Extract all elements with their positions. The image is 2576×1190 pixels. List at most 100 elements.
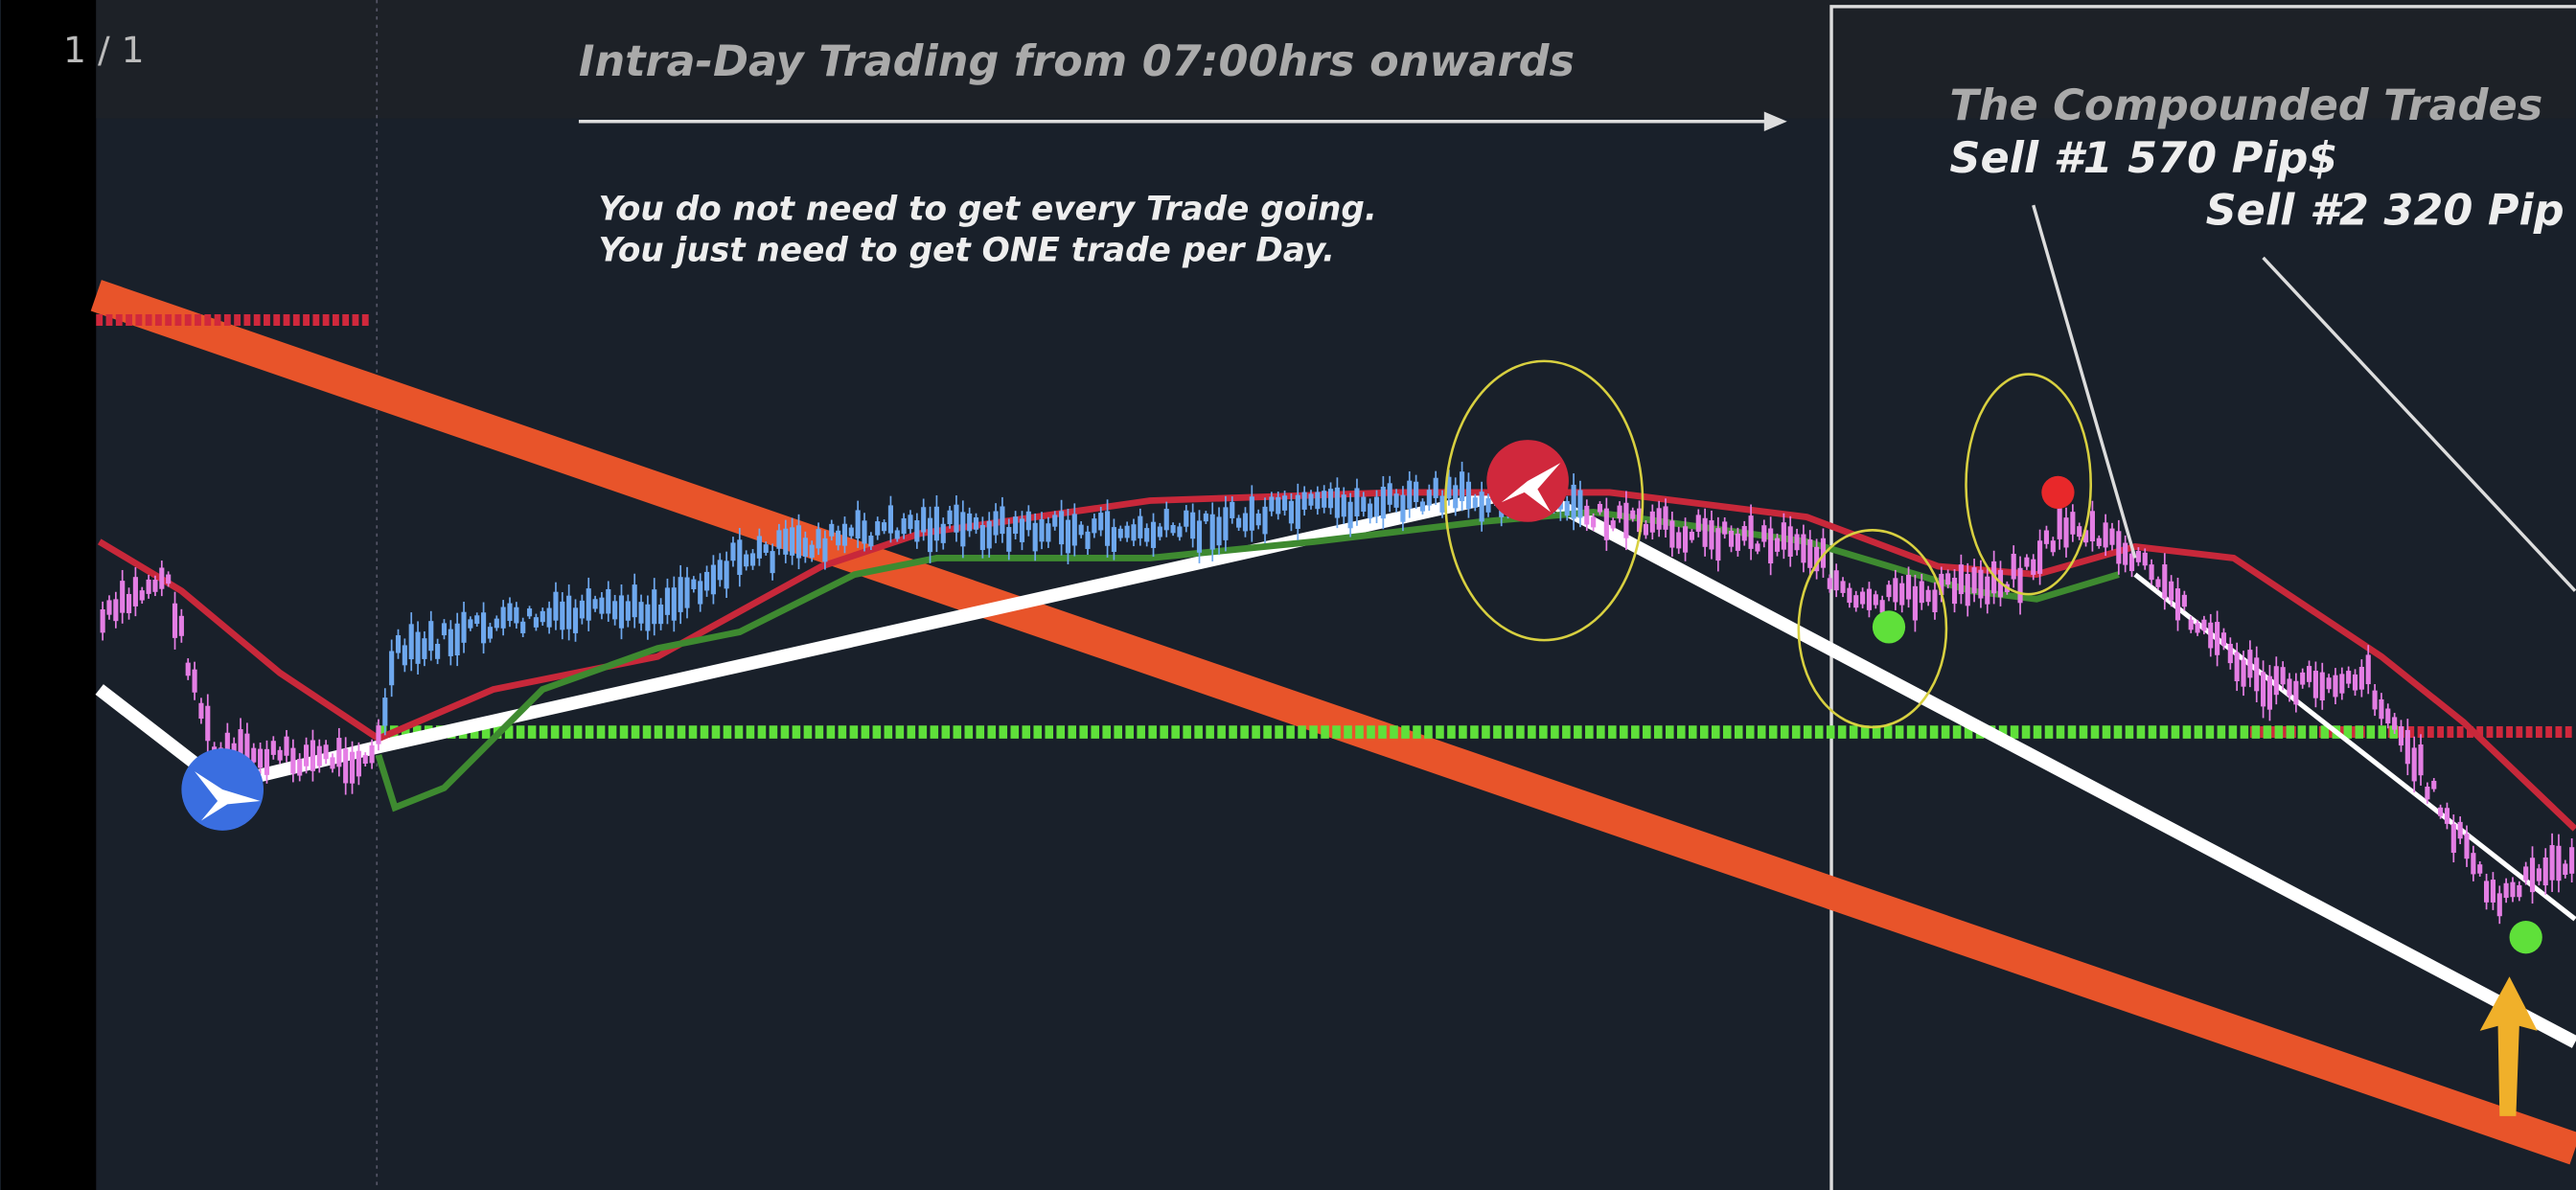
candle-body — [1879, 600, 1885, 613]
candle-body — [1117, 528, 1123, 538]
candle-body — [454, 623, 460, 656]
candles — [100, 460, 2575, 925]
candle-body — [316, 745, 322, 767]
candle-body — [2162, 564, 2168, 599]
candle-body — [1419, 501, 1426, 512]
candle-body — [1223, 507, 1229, 540]
candle-body — [1886, 584, 1892, 598]
candle-body — [1111, 527, 1116, 552]
note: You just need to get ONE trade per Day. — [598, 231, 1335, 269]
candle-body — [1630, 510, 1636, 519]
candle-body — [698, 581, 703, 605]
candle-body — [1485, 498, 1491, 513]
candle-body — [795, 525, 802, 559]
candle-body — [566, 595, 572, 629]
candle-body — [717, 560, 723, 581]
candle-body — [1262, 506, 1268, 535]
candle-body — [1433, 477, 1438, 498]
candle-body — [2339, 674, 2345, 694]
candle-body — [2195, 623, 2200, 633]
candle-body — [1315, 492, 1321, 510]
candle-body — [1958, 564, 1964, 595]
candle-body — [448, 629, 453, 656]
candle-body — [1774, 538, 1781, 552]
candle-body — [1985, 576, 1990, 605]
candle-body — [1039, 518, 1045, 542]
candle-body — [2043, 530, 2050, 544]
candle-body — [172, 603, 178, 638]
candle-body — [2227, 643, 2233, 664]
candle-body — [1610, 520, 1616, 529]
candle-body — [1025, 511, 1031, 531]
candle-body — [422, 638, 427, 659]
candle-body — [369, 744, 375, 764]
candle-body — [1637, 508, 1643, 533]
candle-body — [1150, 521, 1157, 548]
candle-body — [2411, 747, 2417, 782]
candle-body — [2070, 512, 2076, 535]
candle-body — [783, 528, 789, 555]
candle-body — [1393, 493, 1399, 508]
candle-body — [1242, 513, 1249, 532]
candle-body — [2063, 517, 2069, 548]
candle-body — [618, 595, 625, 629]
candle-body — [1741, 526, 1747, 541]
candle-body — [1092, 518, 1097, 534]
candle-body — [1249, 496, 1254, 531]
candle-body — [822, 538, 828, 562]
candle-body — [362, 755, 368, 765]
candle-body — [592, 599, 598, 609]
candle-body — [2155, 579, 2161, 587]
candle-body — [730, 542, 736, 561]
candle-body — [1138, 515, 1143, 538]
candle-body — [875, 521, 881, 536]
pointer-line — [2262, 256, 2576, 592]
highlight-circle — [1444, 359, 1644, 642]
candle-body — [2116, 531, 2122, 564]
candle-body — [1059, 511, 1065, 545]
candle-body — [1078, 524, 1084, 536]
candle-body — [862, 520, 867, 544]
candle-body — [836, 530, 841, 546]
candle-body — [2057, 508, 2062, 539]
candle-body — [645, 604, 651, 631]
candle-body — [993, 511, 999, 536]
candle-body — [2293, 680, 2299, 705]
candle-body — [2496, 893, 2502, 917]
candle-body — [441, 623, 448, 636]
candle-body — [2017, 567, 2023, 604]
candle-body — [1071, 514, 1077, 546]
candle-body — [1728, 530, 1735, 547]
candle-body — [1006, 527, 1012, 552]
candle-body — [1203, 513, 1208, 522]
candle-body — [290, 747, 296, 774]
page-counter: 1 / 1 — [63, 29, 145, 71]
candle-body — [973, 517, 979, 530]
candle-body — [468, 619, 473, 629]
candle-body — [947, 510, 953, 525]
candle-body — [152, 580, 158, 592]
candle-body — [2523, 866, 2529, 881]
candle-body — [1354, 488, 1360, 516]
candle-body — [986, 520, 992, 549]
candle-body — [1276, 496, 1281, 515]
candle-body — [2096, 538, 2102, 546]
candle-body — [2109, 528, 2115, 545]
candle-body — [2379, 698, 2384, 720]
candle-body — [1414, 481, 1419, 503]
candle-body — [310, 740, 315, 771]
candle-body — [901, 517, 907, 535]
candle-body — [1787, 526, 1793, 558]
candle-body — [2425, 787, 2430, 800]
candle-body — [914, 520, 920, 542]
candle-body — [1965, 574, 1970, 606]
candle-body — [2477, 864, 2483, 874]
candle-body — [481, 612, 487, 644]
candle-body — [343, 748, 349, 784]
candle-body — [1373, 496, 1380, 517]
highlight-circle — [1797, 529, 1948, 729]
candle-body — [560, 601, 565, 630]
candle-body — [1866, 588, 1873, 610]
candle-body — [1591, 516, 1597, 528]
candle-body — [703, 571, 710, 591]
